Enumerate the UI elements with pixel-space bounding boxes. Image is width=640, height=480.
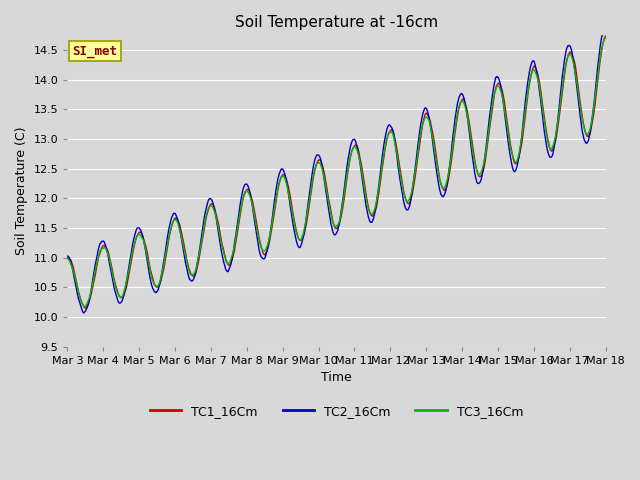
TC2_16Cm [419,113,426,119]
TC3_16Cm [419,123,426,129]
TC3_16Cm [129,245,137,251]
TC1_16Cm [129,248,137,253]
X-axis label: Time: Time [321,372,352,384]
TC2_16Cm [129,239,137,244]
TC2_16Cm [63,253,71,259]
TC3_16Cm [81,304,88,310]
Title: Soil Temperature at -16cm: Soil Temperature at -16cm [235,15,438,30]
TC1_16Cm [63,255,71,261]
TC1_16Cm [602,33,609,39]
Line: TC2_16Cm: TC2_16Cm [67,28,605,313]
TC1_16Cm [212,212,220,217]
Text: SI_met: SI_met [73,45,118,58]
TC1_16Cm [184,261,192,267]
TC3_16Cm [403,198,410,204]
TC2_16Cm [184,271,192,276]
TC3_16Cm [73,283,81,288]
Line: TC1_16Cm: TC1_16Cm [67,36,605,308]
TC2_16Cm [212,216,220,222]
TC3_16Cm [212,215,220,221]
Legend: TC1_16Cm, TC2_16Cm, TC3_16Cm: TC1_16Cm, TC2_16Cm, TC3_16Cm [145,400,528,423]
TC2_16Cm [73,289,81,295]
TC2_16Cm [403,207,410,213]
TC1_16Cm [73,282,81,288]
TC1_16Cm [419,124,426,130]
Line: TC3_16Cm: TC3_16Cm [67,37,605,307]
Y-axis label: Soil Temperature (C): Soil Temperature (C) [15,127,28,255]
TC2_16Cm [602,25,609,31]
TC3_16Cm [602,35,609,40]
TC2_16Cm [80,310,88,316]
TC1_16Cm [82,305,90,311]
TC3_16Cm [63,255,71,261]
TC1_16Cm [403,198,410,204]
TC3_16Cm [184,264,192,269]
